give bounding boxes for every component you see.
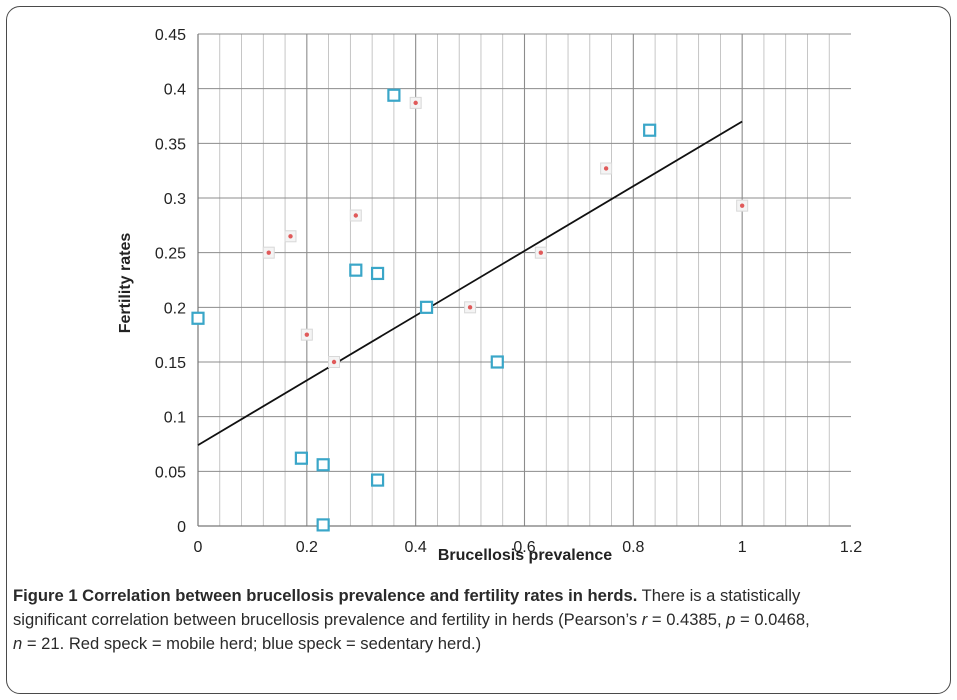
caption-title: Figure 1 Correlation between brucellosis…: [13, 586, 638, 605]
sedentary-herd-point: [643, 123, 657, 137]
x-tick-label: 0: [194, 539, 203, 556]
x-tick-label: 1: [738, 539, 747, 556]
sedentary-herd-point: [490, 355, 504, 369]
mobile-herd-point: [266, 250, 271, 255]
y-tick-label: 0.45: [155, 27, 186, 44]
mobile-herd-point: [467, 305, 473, 310]
y-tick-label: 0.2: [164, 300, 186, 317]
grid: [198, 33, 851, 526]
sedentary-herd-point: [349, 263, 363, 277]
sedentary-herd-point: [191, 311, 205, 325]
data-points: [191, 88, 749, 532]
mobile-herd-point: [353, 213, 359, 218]
caption-text-1: There is a statistically: [637, 586, 801, 605]
y-tick-label: 0.1: [164, 410, 186, 427]
x-tick-label: 0.6: [513, 539, 535, 556]
tick-labels: 0 0.2 0.4 0.6 0.8 1 1.2 0 0.05 0.1 0.15 0.2 0.25 0.3 0…: [155, 27, 862, 556]
y-tick-label: 0: [177, 519, 186, 536]
axes: [197, 34, 851, 527]
mobile-herd-point: [331, 359, 337, 365]
sedentary-herd-point: [316, 458, 330, 472]
trendline-path: [197, 120, 743, 446]
caption-r-symbol: r: [641, 610, 648, 629]
y-tick-label: 0.3: [164, 191, 186, 208]
y-tick-label: 0.35: [155, 136, 186, 153]
caption-text-3: = 0.4385,: [647, 610, 727, 629]
scatter-chart: 0 0.2 0.4 0.6 0.8 1 1.2 0 0.05 0.1 0.15 0.2 0.25 0.3 0…: [117, 27, 862, 564]
caption-text-5: = 21. Red speck = mobile herd; blue spec…: [22, 634, 482, 653]
mobile-herd-point: [304, 332, 310, 337]
x-axis-label: Brucellosis prevalence: [438, 547, 612, 564]
caption-text-4: = 0.0468,: [735, 610, 810, 629]
trendline: [197, 120, 743, 446]
mobile-herd-point: [288, 234, 293, 239]
sedentary-herd-point: [294, 451, 308, 465]
y-tick-label: 0.4: [164, 82, 186, 99]
y-tick-label: 0.05: [155, 464, 186, 481]
y-tick-label: 0.25: [155, 246, 186, 263]
y-axis-label: Fertility rates: [117, 233, 134, 334]
y-tick-label: 0.15: [155, 355, 186, 372]
caption-p-symbol: p: [726, 610, 736, 629]
caption-text-2: significant correlation between brucello…: [13, 610, 642, 629]
x-tick-label: 1.2: [840, 539, 862, 556]
sedentary-herd-point: [419, 300, 434, 314]
sedentary-herd-point: [370, 266, 385, 281]
mobile-herd-point: [603, 166, 609, 171]
sedentary-herd-point: [387, 88, 401, 102]
figure-caption: Figure 1 Correlation between brucellosis…: [13, 584, 941, 656]
mobile-herd-point: [538, 250, 544, 255]
x-tick-label: 0.4: [405, 539, 427, 556]
mobile-herd-point: [739, 203, 745, 208]
caption-n-symbol: n: [13, 634, 23, 653]
x-tick-label: 0.2: [296, 539, 318, 556]
figure-frame: [6, 6, 951, 694]
sedentary-herd-point: [370, 473, 385, 487]
sedentary-herd-point: [316, 518, 330, 532]
x-tick-label: 0.8: [622, 539, 644, 556]
mobile-herd-point: [413, 100, 418, 106]
